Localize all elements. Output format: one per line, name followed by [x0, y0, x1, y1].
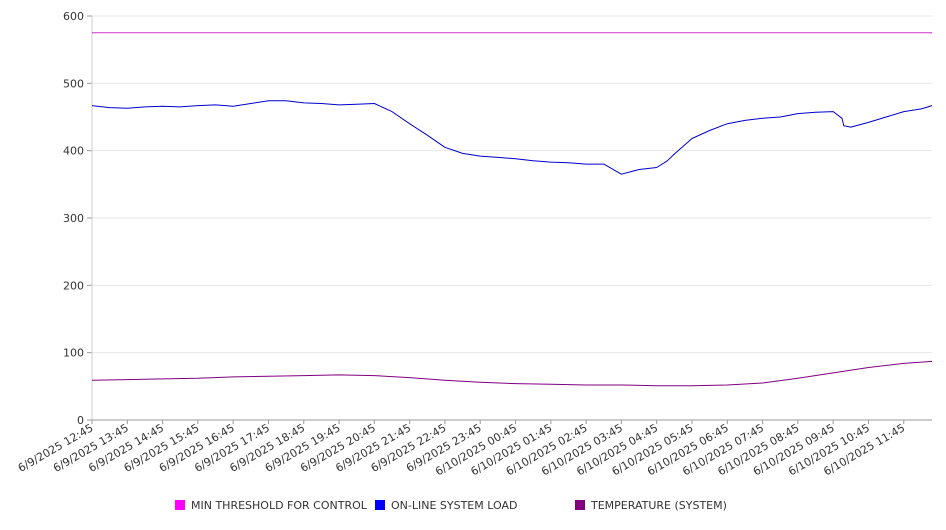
- y-tick-label: 400: [63, 145, 84, 158]
- y-tick-label: 300: [63, 212, 84, 225]
- y-tick-label: 200: [63, 279, 84, 292]
- legend-swatch-temperature: [575, 500, 585, 510]
- legend-label-min-threshold: MIN THRESHOLD FOR CONTROL: [191, 498, 367, 512]
- legend-swatch-system-load: [375, 500, 385, 510]
- legend-label-system-load: ON-LINE SYSTEM LOAD: [391, 498, 518, 512]
- axes: [87, 15, 932, 424]
- legend-item-min-threshold[interactable]: MIN THRESHOLD FOR CONTROL: [175, 496, 367, 514]
- y-tick-labels: 0 100 200 300 400 500 600: [63, 10, 84, 427]
- y-tick-label: 600: [63, 10, 84, 23]
- series-line-1[interactable]: [91, 100, 933, 175]
- grid: [92, 15, 932, 354]
- legend: MIN THRESHOLD FOR CONTROL ON-LINE SYSTEM…: [0, 496, 946, 516]
- x-tick-labels: 6/9/2025 12:456/9/2025 13:456/9/2025 14:…: [16, 421, 908, 478]
- series-lines: [91, 32, 933, 387]
- legend-item-system-load[interactable]: ON-LINE SYSTEM LOAD: [375, 496, 517, 514]
- y-tick-label: 500: [63, 77, 84, 90]
- y-tick-label: 100: [63, 347, 84, 360]
- y-tick-label: 0: [77, 414, 84, 427]
- legend-swatch-min-threshold: [175, 500, 185, 510]
- series-line-2[interactable]: [91, 360, 933, 387]
- legend-label-temperature: TEMPERATURE (SYSTEM): [591, 498, 727, 512]
- legend-item-temperature[interactable]: TEMPERATURE (SYSTEM): [575, 496, 727, 514]
